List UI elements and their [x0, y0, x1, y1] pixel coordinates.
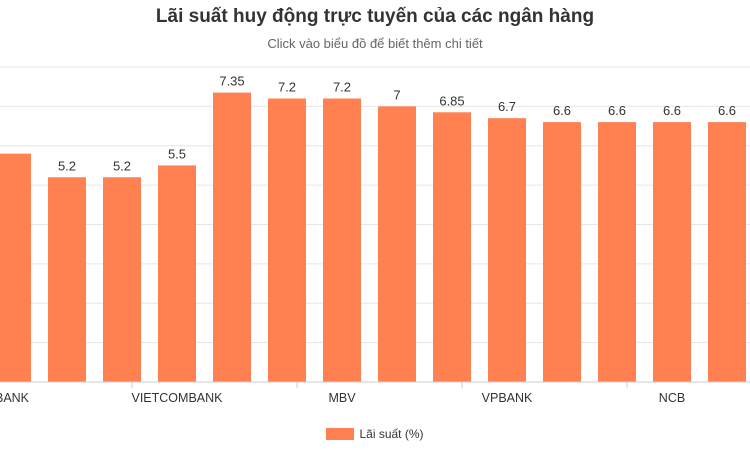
data-label: 7.2	[278, 80, 296, 95]
bar[interactable]	[708, 122, 746, 382]
bar[interactable]	[598, 122, 636, 382]
bar[interactable]	[213, 92, 251, 382]
chart-title: Lãi suất huy động trực tuyến của các ngâ…	[155, 6, 595, 27]
data-label: 5.2	[58, 158, 76, 173]
data-label: 7	[393, 87, 400, 102]
data-label: 6.6	[553, 103, 571, 118]
bar[interactable]	[268, 98, 306, 383]
legend-label: Lãi suất (%)	[359, 427, 424, 441]
bar[interactable]	[488, 118, 526, 382]
bar[interactable]	[158, 165, 196, 382]
bar[interactable]	[653, 122, 691, 382]
legend[interactable]: Lãi suất (%)	[0, 427, 750, 441]
x-tick-label: VPBANK	[482, 391, 533, 405]
legend-swatch	[326, 428, 355, 440]
x-tick-label: NCB	[659, 391, 685, 405]
data-label: 6.6	[718, 103, 736, 118]
bar[interactable]	[103, 177, 141, 382]
data-label: 7.2	[333, 80, 351, 95]
data-label: 7.35	[219, 74, 244, 89]
data-label: 6.6	[663, 103, 681, 118]
data-label: 5.5	[168, 146, 186, 161]
data-label: 6.85	[439, 93, 464, 108]
chart-subtitle: Click vào biểu đồ để biết thêm chi tiết	[267, 36, 483, 51]
bar[interactable]	[323, 98, 361, 383]
data-label: 5.2	[113, 158, 131, 173]
bar[interactable]	[543, 122, 581, 382]
data-label: 6.7	[498, 99, 516, 114]
bar[interactable]	[433, 112, 471, 382]
x-tick-label: BANK	[0, 391, 30, 405]
bar[interactable]	[48, 177, 86, 382]
bar[interactable]	[0, 153, 31, 382]
data-label: 6.6	[608, 103, 626, 118]
x-tick-label: MBV	[328, 391, 356, 405]
x-tick-label: VIETCOMBANK	[132, 391, 224, 405]
bar[interactable]	[378, 106, 416, 382]
